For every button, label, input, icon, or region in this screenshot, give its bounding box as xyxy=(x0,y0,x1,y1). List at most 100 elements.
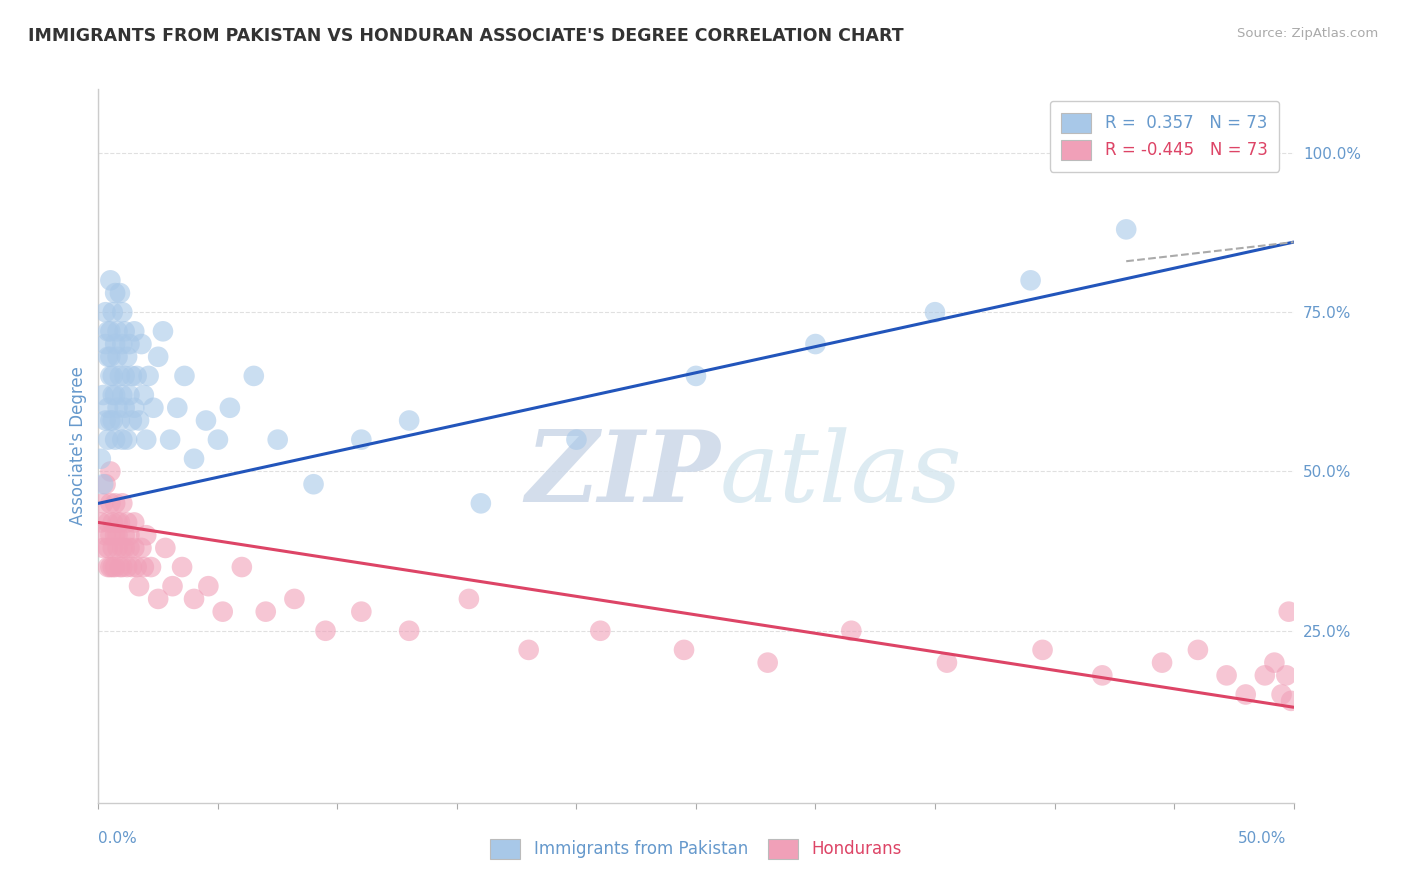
Point xyxy=(1258,145,1281,160)
Point xyxy=(283,591,305,606)
Point xyxy=(118,388,141,402)
Point xyxy=(183,591,205,606)
Point xyxy=(111,496,134,510)
Point xyxy=(1271,688,1294,702)
Point xyxy=(139,560,162,574)
Point xyxy=(97,560,120,574)
Point xyxy=(302,477,325,491)
Point xyxy=(350,433,373,447)
Point xyxy=(1115,222,1137,236)
Point xyxy=(101,305,124,319)
Point xyxy=(124,541,146,555)
Point xyxy=(589,624,612,638)
Point xyxy=(98,368,122,383)
Point xyxy=(118,337,141,351)
Point xyxy=(125,560,148,574)
Point xyxy=(104,496,127,510)
Point xyxy=(97,350,120,364)
Text: atlas: atlas xyxy=(720,427,963,522)
Point xyxy=(1187,643,1209,657)
Text: ZIP: ZIP xyxy=(524,426,720,523)
Point xyxy=(124,516,146,530)
Point xyxy=(98,324,122,338)
Point xyxy=(142,401,165,415)
Point xyxy=(114,401,136,415)
Point xyxy=(121,560,143,574)
Point xyxy=(97,541,120,555)
Point xyxy=(118,541,141,555)
Point xyxy=(1150,656,1173,670)
Point xyxy=(111,560,134,574)
Point xyxy=(104,388,127,402)
Point xyxy=(1019,273,1042,287)
Point xyxy=(98,560,122,574)
Point xyxy=(1091,668,1114,682)
Point xyxy=(94,477,117,491)
Point xyxy=(936,656,959,670)
Point xyxy=(114,528,136,542)
Point xyxy=(104,337,127,351)
Point xyxy=(924,305,946,319)
Point xyxy=(107,528,129,542)
Point xyxy=(183,451,205,466)
Point xyxy=(101,516,124,530)
Point xyxy=(135,433,157,447)
Point xyxy=(115,433,138,447)
Point xyxy=(107,350,129,364)
Point xyxy=(194,413,218,427)
Point xyxy=(804,337,827,351)
Point xyxy=(173,368,195,383)
Point xyxy=(841,624,863,638)
Point xyxy=(172,560,194,574)
Point xyxy=(107,541,129,555)
Point xyxy=(97,433,120,447)
Point xyxy=(315,624,337,638)
Point xyxy=(107,401,129,415)
Point xyxy=(101,413,124,427)
Point xyxy=(398,624,420,638)
Point xyxy=(1254,668,1277,682)
Point xyxy=(91,541,114,555)
Point xyxy=(121,413,143,427)
Point xyxy=(91,496,114,510)
Point xyxy=(108,516,131,530)
Point xyxy=(107,516,129,530)
Point xyxy=(1275,668,1298,682)
Point xyxy=(115,560,138,574)
Point xyxy=(94,413,117,427)
Point xyxy=(115,516,138,530)
Point xyxy=(98,496,122,510)
Point xyxy=(124,401,146,415)
Point xyxy=(94,337,117,351)
Point xyxy=(207,433,229,447)
Point xyxy=(128,413,150,427)
Point xyxy=(350,605,373,619)
Point xyxy=(90,516,112,530)
Point xyxy=(219,401,242,415)
Point xyxy=(114,324,136,338)
Point xyxy=(243,368,266,383)
Point xyxy=(97,516,120,530)
Point xyxy=(132,560,155,574)
Point xyxy=(111,305,134,319)
Point xyxy=(121,368,143,383)
Point xyxy=(1278,605,1301,619)
Point xyxy=(108,286,131,301)
Text: Source: ZipAtlas.com: Source: ZipAtlas.com xyxy=(1237,27,1378,40)
Point xyxy=(1032,643,1054,657)
Point xyxy=(1234,688,1257,702)
Y-axis label: Associate's Degree: Associate's Degree xyxy=(69,367,87,525)
Point xyxy=(756,656,779,670)
Point xyxy=(108,413,131,427)
Point xyxy=(94,528,117,542)
Point xyxy=(162,579,184,593)
Point xyxy=(98,413,122,427)
Point xyxy=(98,350,122,364)
Point xyxy=(114,541,136,555)
Legend: Immigrants from Pakistan, Hondurans: Immigrants from Pakistan, Hondurans xyxy=(484,832,908,866)
Point xyxy=(1263,656,1285,670)
Point xyxy=(104,433,127,447)
Point xyxy=(125,368,148,383)
Point xyxy=(114,368,136,383)
Point xyxy=(517,643,540,657)
